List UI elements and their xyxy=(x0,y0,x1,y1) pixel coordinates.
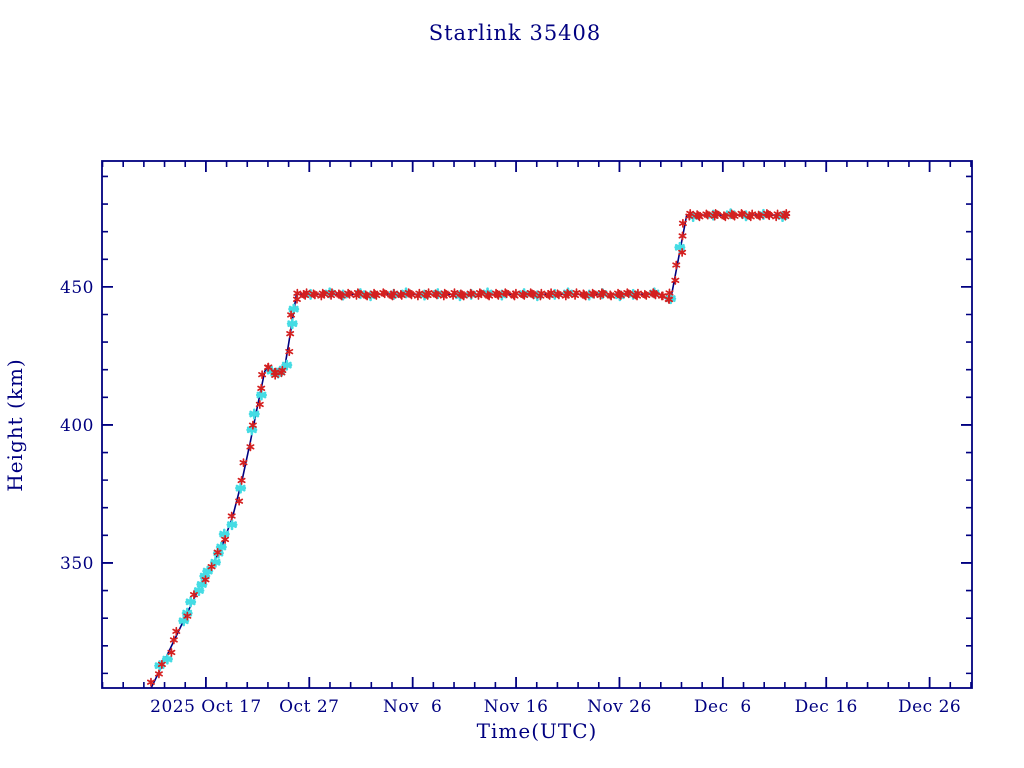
red-markers xyxy=(147,209,791,687)
chart-title: Starlink 35408 xyxy=(429,21,602,45)
plot-generated-layer: 2025 Oct 17 Oct 27 Nov 6 Nov 16 Nov 26 Dec 6 D… xyxy=(60,160,973,717)
x-tick-label: Nov 6 xyxy=(383,697,442,717)
x-tick-label: Nov 16 xyxy=(484,697,549,717)
x-tick-label: 2025 Oct 17 xyxy=(150,697,262,717)
x-tick-label: Dec 16 xyxy=(795,697,858,717)
x-tick-label: Nov 26 xyxy=(587,697,652,717)
x-axis-title: Time(UTC) xyxy=(477,719,598,743)
y-axis-title: Height (km) xyxy=(3,358,27,491)
height-track-line xyxy=(150,214,790,689)
x-tick-label: Dec 6 xyxy=(694,697,752,717)
minor-ticks xyxy=(101,161,972,688)
y-tick-label: 400 xyxy=(60,416,94,436)
y-tick-label: 350 xyxy=(60,554,94,574)
y-tick-label: 450 xyxy=(60,278,94,298)
x-tick-label: Oct 27 xyxy=(279,697,339,717)
plot-frame xyxy=(101,160,973,689)
major-ticks xyxy=(102,161,972,688)
x-tick-label: Dec 26 xyxy=(898,697,961,717)
